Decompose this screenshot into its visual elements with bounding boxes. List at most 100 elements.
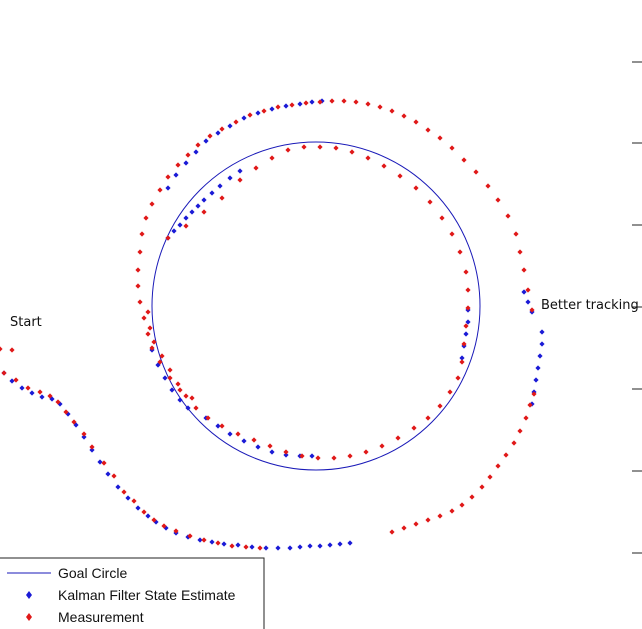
measurement-point-121 <box>425 415 431 421</box>
kalman-estimate-point-77 <box>283 452 289 458</box>
measurement-point-114 <box>465 305 471 311</box>
measurement-point-113 <box>465 287 471 293</box>
legend-label-measurement: Measurement <box>58 609 144 625</box>
kalman-estimate-point-27 <box>275 545 281 551</box>
measurement-point-136 <box>193 405 199 411</box>
measurement-point-73 <box>353 99 359 105</box>
measurement-point-9 <box>71 419 77 425</box>
measurement-point-32 <box>459 502 465 508</box>
measurement-point-77 <box>401 113 407 119</box>
measurement-point-57 <box>157 187 163 193</box>
kalman-estimate-point-57 <box>297 101 303 107</box>
kalman-estimate-point-85 <box>537 353 543 359</box>
measurement-point-58 <box>165 174 171 180</box>
measurement-point-17 <box>151 517 157 523</box>
measurement-point-87 <box>513 231 519 237</box>
measurement-point-79 <box>425 127 431 133</box>
measurement-point-29 <box>425 517 431 523</box>
kalman-estimate-point-43 <box>217 183 223 189</box>
kalman-estimate-point-37 <box>177 222 183 228</box>
measurement-point-53 <box>137 249 143 255</box>
kalman-estimate-point-51 <box>215 130 221 136</box>
measurement-point-14 <box>121 489 127 495</box>
kalman-estimate-point-33 <box>337 541 343 547</box>
measurement-point-16 <box>141 509 147 515</box>
measurement-point-72 <box>341 98 347 104</box>
kalman-estimate-point-40 <box>195 203 201 209</box>
measurement-point-80 <box>437 135 443 141</box>
measurement-point-55 <box>143 215 149 221</box>
measurement-point-28 <box>413 521 419 527</box>
measurement-point-76 <box>389 108 395 114</box>
kalman-estimate-point-15 <box>135 505 141 511</box>
kalman-estimate-point-28 <box>287 545 293 551</box>
annotation-better-tracking: Better tracking <box>541 298 639 313</box>
kalman-estimate-point-53 <box>241 115 247 121</box>
kalman-estimate-point-47 <box>173 172 179 178</box>
kalman-estimate-point-68 <box>169 387 175 393</box>
measurement-point-141 <box>151 339 157 345</box>
measurement-point-137 <box>183 393 189 399</box>
measurement-point-88 <box>517 249 523 255</box>
measurement-point-117 <box>459 359 465 365</box>
measurement-point-138 <box>175 381 181 387</box>
kalman-estimate-point-45 <box>237 168 243 174</box>
measurement-point-127 <box>331 455 337 461</box>
measurement-point-129 <box>299 453 305 459</box>
measurement-point-142 <box>147 325 153 331</box>
measurement-point-27 <box>401 525 407 531</box>
measurement-points <box>0 98 537 551</box>
measurement-point-67 <box>275 104 281 110</box>
kalman-estimate-point-16 <box>145 513 151 519</box>
measurement-point-130 <box>283 449 289 455</box>
kalman-estimate-point-1 <box>9 378 15 384</box>
measurement-point-92 <box>165 235 171 241</box>
kalman-estimate-point-56 <box>283 103 289 109</box>
kalman-estimate-point-22 <box>209 539 215 545</box>
legend-box <box>0 557 265 629</box>
measurement-point-3 <box>13 377 19 383</box>
measurement-point-135 <box>205 415 211 421</box>
kalman-estimate-point-38 <box>183 215 189 221</box>
measurement-point-18 <box>161 523 167 529</box>
measurement-point-19 <box>173 528 179 534</box>
measurement-point-61 <box>195 142 201 148</box>
measurement-point-68 <box>289 102 295 108</box>
measurement-point-5 <box>37 389 43 395</box>
legend-kf-diamond-icon <box>26 591 32 599</box>
kalman-estimate-point-58 <box>309 99 315 105</box>
measurement-point-86 <box>505 213 511 219</box>
measurement-point-60 <box>185 152 191 158</box>
measurement-point-71 <box>329 98 335 104</box>
measurement-point-134 <box>219 423 225 429</box>
kalman-estimate-point-48 <box>183 160 189 166</box>
kalman-estimate-point-10 <box>89 447 95 453</box>
measurement-point-91 <box>529 307 535 313</box>
measurement-point-78 <box>413 119 419 125</box>
measurement-point-125 <box>363 449 369 455</box>
measurement-point-49 <box>157 359 163 365</box>
kalman-estimate-point-31 <box>317 543 323 549</box>
kalman-estimate-point-49 <box>193 149 199 155</box>
measurement-point-8 <box>63 409 69 415</box>
measurement-point-34 <box>479 484 485 490</box>
measurement-point-95 <box>219 195 225 201</box>
measurement-point-83 <box>473 169 479 175</box>
kalman-estimate-point-41 <box>201 197 207 203</box>
measurement-point-22 <box>215 540 221 546</box>
kalman-estimate-point-50 <box>203 138 209 144</box>
measurement-point-101 <box>317 144 323 150</box>
measurement-point-139 <box>167 367 173 373</box>
kalman-estimate-point-83 <box>539 329 545 335</box>
measurement-point-97 <box>253 165 259 171</box>
measurement-point-132 <box>251 437 257 443</box>
measurement-point-99 <box>285 147 291 153</box>
kalman-estimate-point-54 <box>255 110 261 116</box>
measurement-point-46 <box>141 315 147 321</box>
kalman-estimate-point-86 <box>535 365 541 371</box>
measurement-point-51 <box>177 387 183 393</box>
measurement-point-143 <box>145 309 151 315</box>
measurement-point-33 <box>469 494 475 500</box>
measurement-point-98 <box>269 155 275 161</box>
measurement-point-140 <box>159 353 165 359</box>
